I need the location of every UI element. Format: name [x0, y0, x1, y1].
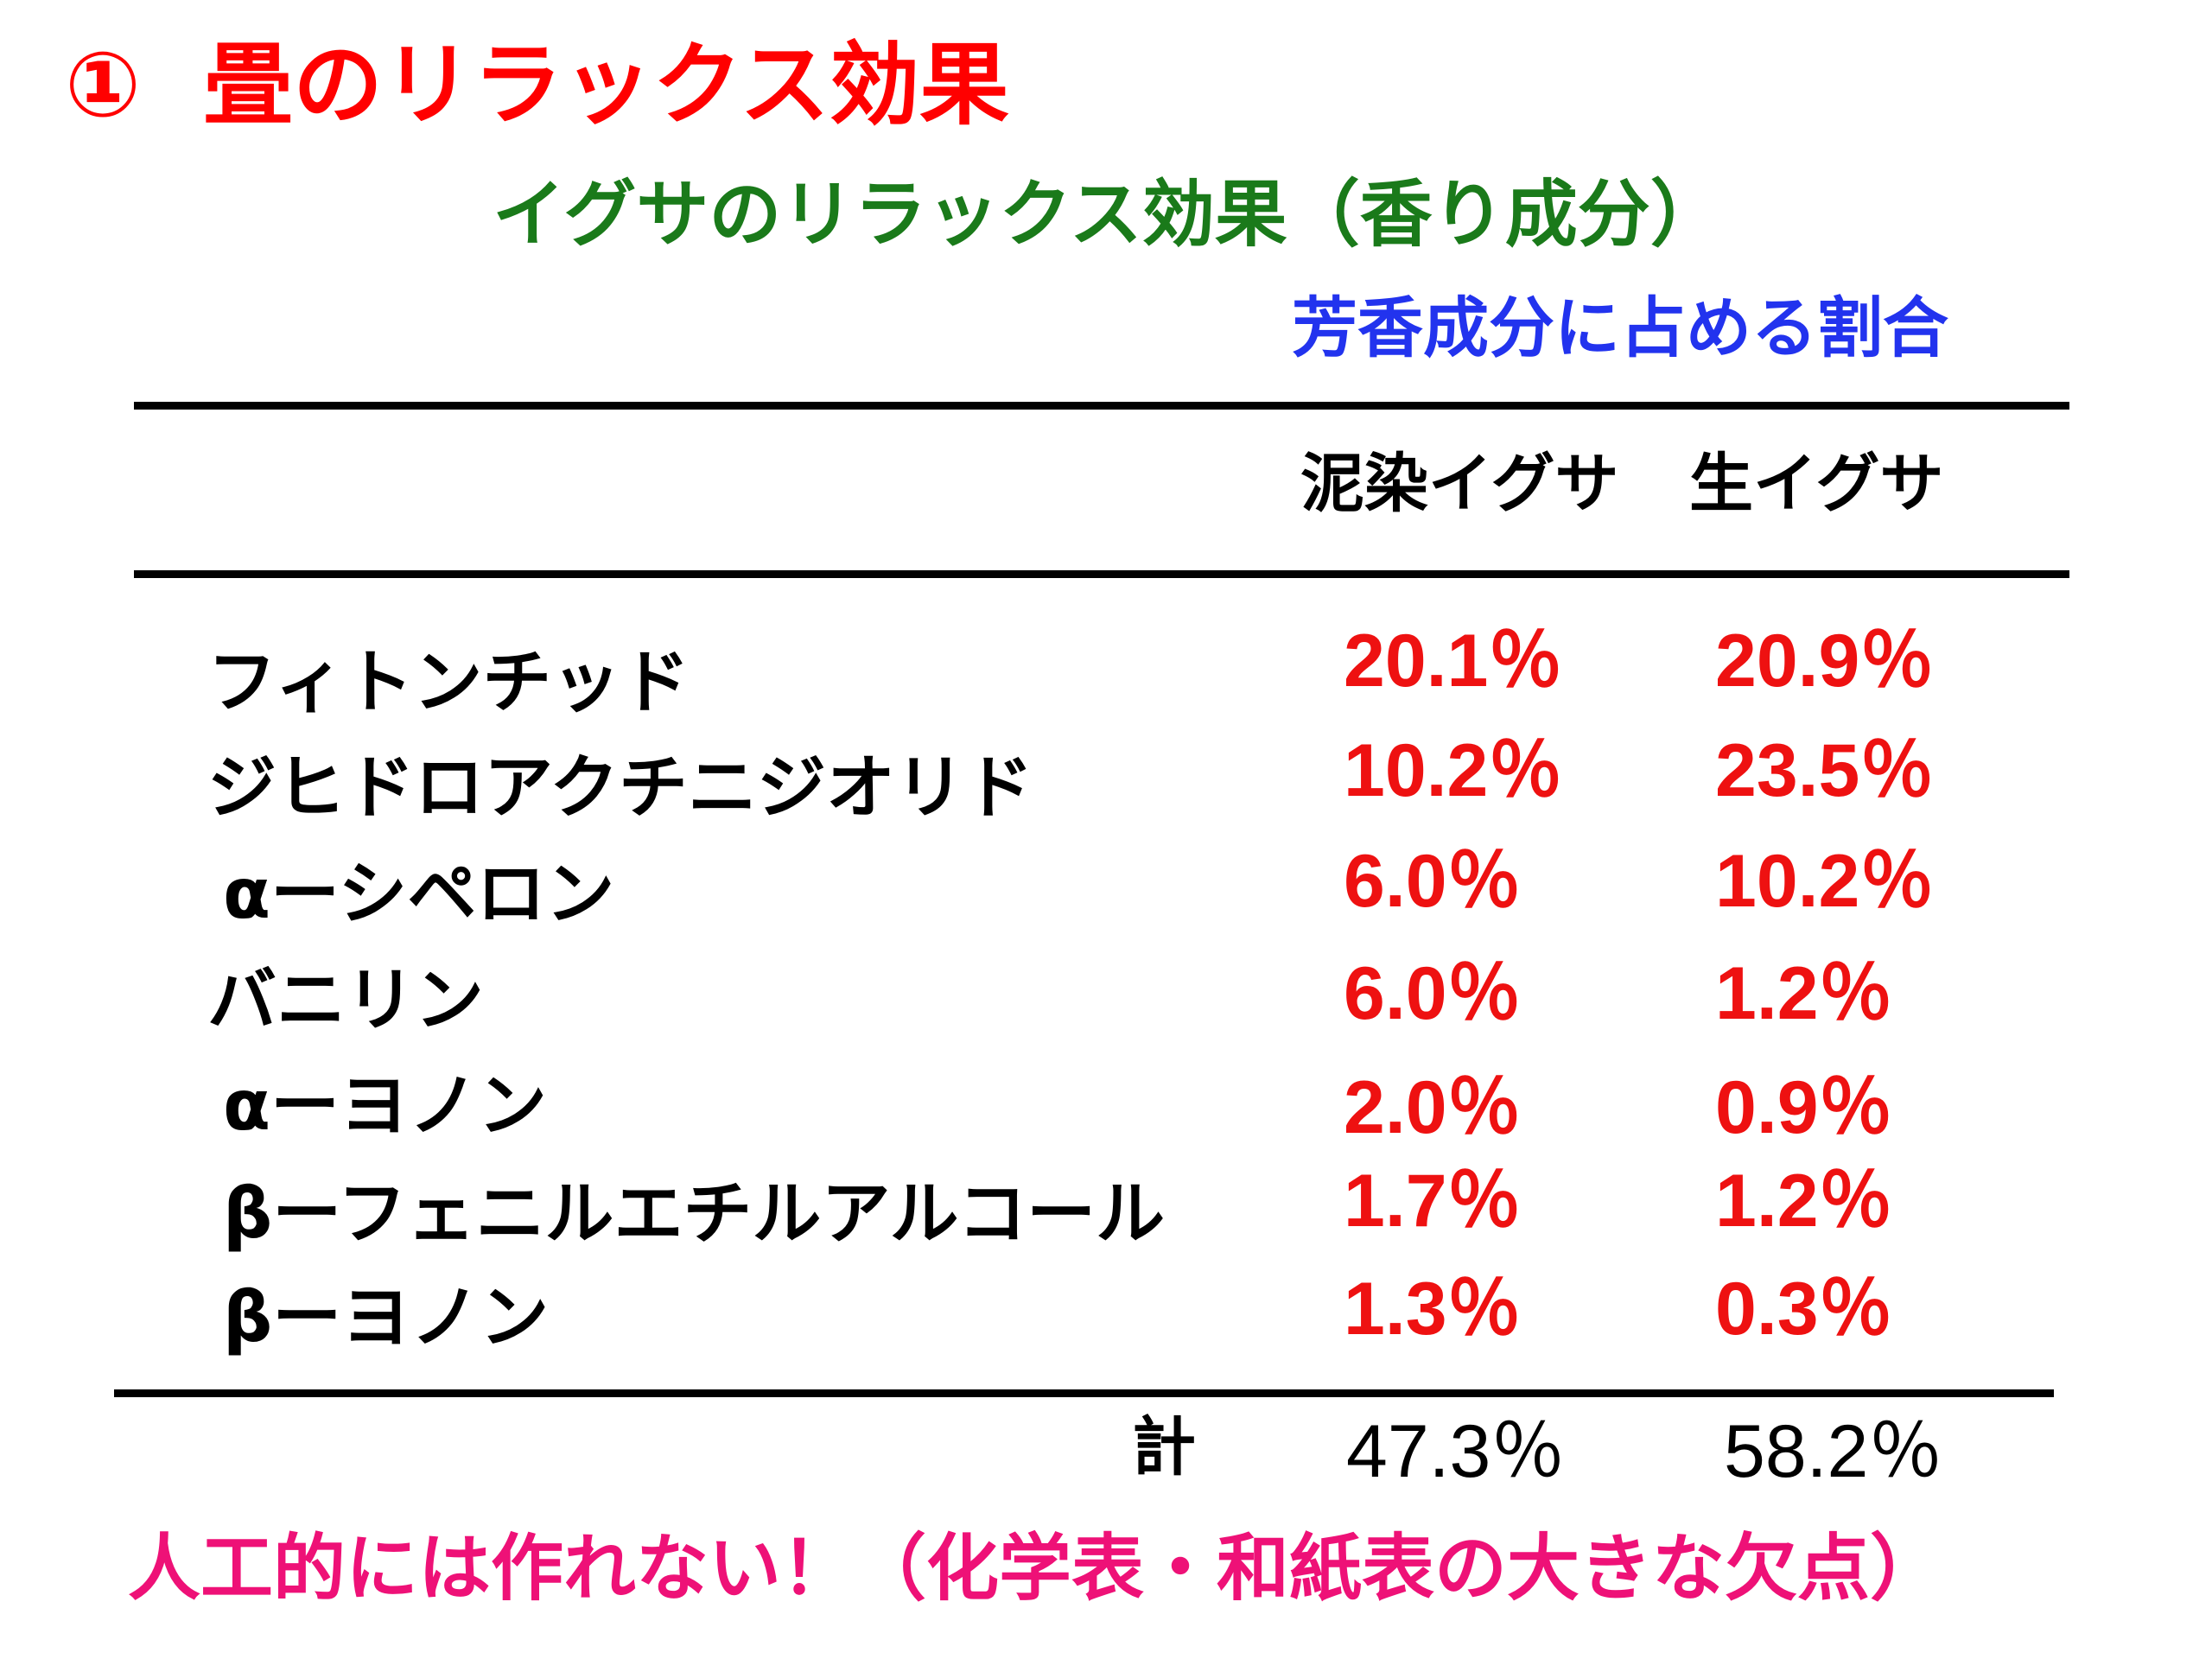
value-mud-dyed: 2.0％: [1344, 1066, 1522, 1149]
value-raw: 1.2％: [1715, 952, 1893, 1035]
value-mud-dyed: 6.0％: [1344, 952, 1522, 1035]
table-caption: 芳香成分に占める割合: [1292, 289, 1948, 366]
row-name-dihydroactinidiolide: ジヒドロアクチニジオリド: [207, 747, 1033, 828]
value-raw: 10.2％: [1715, 840, 1935, 923]
row-name-vanillin: バニリン: [207, 960, 484, 1040]
total-raw: 58.2％: [1724, 1410, 1943, 1493]
row-name-beta-ionone: βーヨノン: [223, 1277, 550, 1357]
slide-title-text: 畳のリラックス効果: [203, 32, 1009, 137]
column-header-raw: 生イグサ: [1689, 447, 1944, 521]
row-name-alpha-cyperone: αーシペロン: [223, 854, 615, 934]
value-raw: 23.5％: [1715, 729, 1935, 812]
value-mud-dyed: 1.3％: [1344, 1268, 1522, 1351]
subtitle: イグサのリラックス効果（香り成分）: [493, 172, 1723, 257]
value-mud-dyed: 20.1％: [1344, 620, 1563, 702]
column-header-mud-dyed: 泥染イグサ: [1300, 447, 1619, 521]
value-mud-dyed: 1.7％: [1344, 1160, 1522, 1243]
slide-title: ① 畳のリラックス効果: [65, 33, 1009, 137]
table-top-rule: [134, 402, 2069, 410]
row-name-beta-phenylethyl-alcohol: βーフェニルエチルアルコール: [223, 1173, 1166, 1254]
value-raw: 20.9％: [1715, 620, 1935, 702]
value-mud-dyed: 6.0％: [1344, 840, 1522, 923]
table-header-rule: [134, 570, 2069, 578]
value-raw: 0.3％: [1715, 1268, 1893, 1351]
table-bottom-rule: [114, 1389, 2054, 1397]
value-raw: 1.2％: [1715, 1160, 1893, 1243]
slide-number: ①: [65, 32, 142, 137]
footer-note: 人工的には作れない！（化学表・和紙表の大きな欠点）: [128, 1526, 1943, 1611]
total-label: 計: [1132, 1410, 1196, 1484]
value-mud-dyed: 10.2％: [1344, 729, 1563, 812]
row-name-alpha-ionone: αーヨノン: [223, 1065, 547, 1146]
row-name-phytoncide: フィトンチッド: [207, 642, 690, 722]
value-raw: 0.9％: [1715, 1066, 1893, 1149]
total-mud-dyed: 47.3％: [1346, 1410, 1566, 1493]
